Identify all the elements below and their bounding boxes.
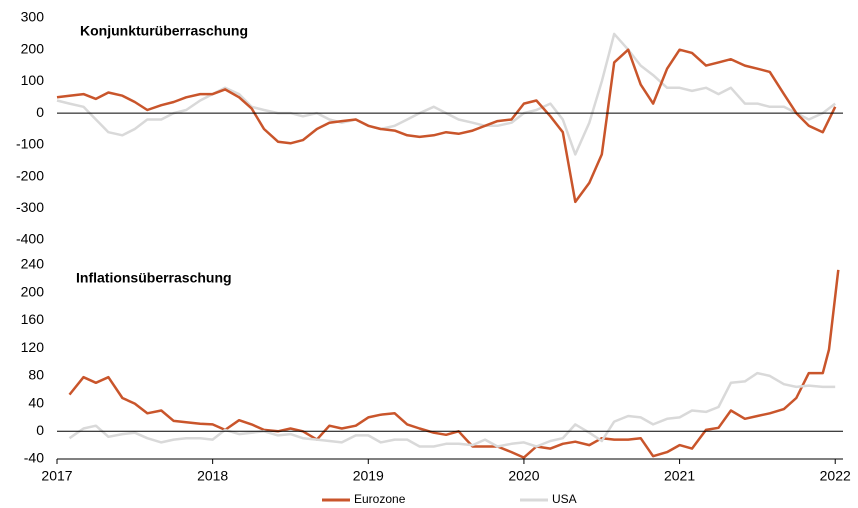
- legend-label: Eurozone: [354, 492, 406, 506]
- chart-title: Konjunkturüberraschung: [80, 23, 248, 39]
- y-tick-label: 240: [21, 256, 45, 272]
- x-tick-label: 2020: [508, 468, 539, 484]
- y-tick-label: -200: [16, 167, 44, 183]
- x-tick-label: 2018: [197, 468, 228, 484]
- series-line: [56, 32, 836, 156]
- y-tick-label: -300: [16, 199, 44, 215]
- y-tick-label: 0: [36, 104, 44, 120]
- y-tick-label: 200: [21, 40, 45, 56]
- y-tick-label: 120: [21, 339, 45, 355]
- y-tick-label: -400: [16, 231, 44, 247]
- legend-label: USA: [552, 492, 577, 506]
- y-tick-label: 200: [21, 283, 45, 299]
- y-tick-label: 0: [36, 422, 44, 438]
- y-tick-label: -40: [24, 450, 44, 466]
- series-line: [68, 371, 836, 448]
- series-line: [68, 269, 840, 459]
- y-tick-label: -100: [16, 136, 44, 152]
- y-tick-label: 300: [21, 9, 45, 25]
- y-tick-label: 100: [21, 72, 45, 88]
- y-tick-label: 160: [21, 311, 45, 327]
- chart-title: Inflationsüberraschung: [76, 270, 232, 286]
- x-tick-label: 2017: [41, 468, 72, 484]
- x-tick-label: 2022: [820, 468, 851, 484]
- y-tick-label: 80: [28, 367, 44, 383]
- series-line: [56, 48, 837, 204]
- x-tick-label: 2021: [664, 468, 695, 484]
- y-tick-label: 40: [28, 394, 44, 410]
- x-tick-label: 2019: [353, 468, 384, 484]
